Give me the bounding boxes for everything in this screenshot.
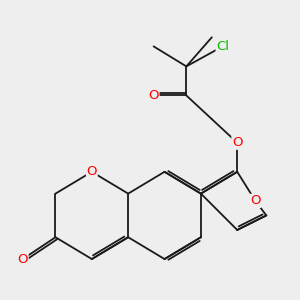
- Text: O: O: [250, 194, 261, 207]
- Text: O: O: [17, 253, 28, 266]
- Text: O: O: [232, 136, 242, 149]
- Text: Cl: Cl: [216, 40, 229, 53]
- Text: O: O: [148, 89, 159, 102]
- Text: O: O: [87, 165, 97, 178]
